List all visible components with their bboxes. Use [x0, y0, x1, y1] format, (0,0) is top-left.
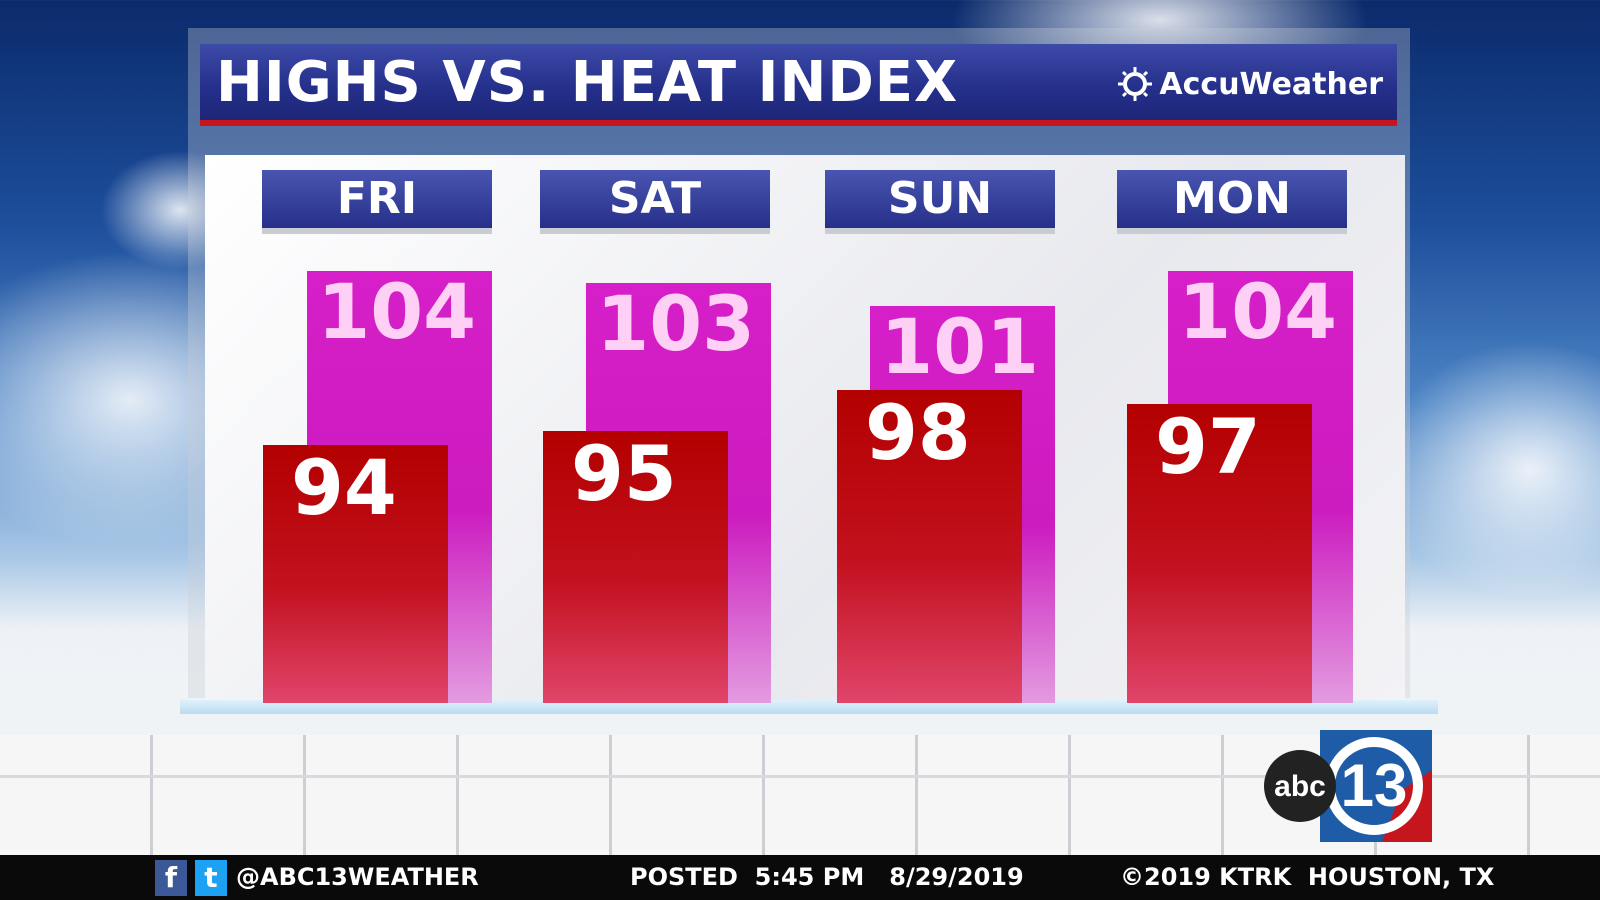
heat-index-value: 104	[317, 267, 476, 357]
twitter-icon[interactable]: t	[195, 860, 227, 896]
high-value: 95	[571, 429, 677, 518]
svg-text:abc: abc	[1274, 770, 1326, 803]
heat-index-value: 104	[1178, 267, 1337, 357]
header-banner: HIGHS VS. HEAT INDEX AccuWeather	[200, 44, 1397, 126]
accuweather-logo: AccuWeather	[1117, 66, 1383, 102]
high-value: 97	[1155, 401, 1261, 491]
chart-baseline	[180, 700, 1438, 714]
copyright: ©2019 KTRK HOUSTON, TX	[1120, 863, 1495, 891]
day-label-sat: SAT	[540, 170, 770, 234]
high-value: 98	[865, 388, 971, 478]
heat-index-value: 101	[880, 302, 1039, 392]
day-label-mon: MON	[1117, 170, 1347, 234]
high-bar-fri: 94	[263, 442, 448, 703]
high-value: 94	[291, 442, 397, 532]
footer-bar: f t @ABC13WEATHER POSTED 5:45 PM 8/29/20…	[0, 855, 1600, 900]
day-label-sun: SUN	[825, 170, 1055, 234]
cloud	[1380, 340, 1600, 600]
abc13-logo: 13 abc	[1264, 730, 1432, 842]
social-handle: @ABC13WEATHER	[236, 863, 479, 891]
high-bar-sat: 95	[543, 429, 728, 703]
sun-icon	[1118, 67, 1153, 101]
chart-title: HIGHS VS. HEAT INDEX	[216, 50, 959, 115]
high-bar-sun: 98	[837, 388, 1022, 703]
svg-text:13: 13	[1341, 752, 1408, 819]
posted-time: POSTED 5:45 PM 8/29/2019	[630, 863, 1024, 891]
high-bar-mon: 97	[1127, 401, 1312, 703]
brand-name: AccuWeather	[1159, 66, 1383, 102]
heat-index-value: 103	[596, 278, 755, 368]
facebook-icon[interactable]: f	[155, 860, 187, 896]
day-label-fri: FRI	[262, 170, 492, 234]
